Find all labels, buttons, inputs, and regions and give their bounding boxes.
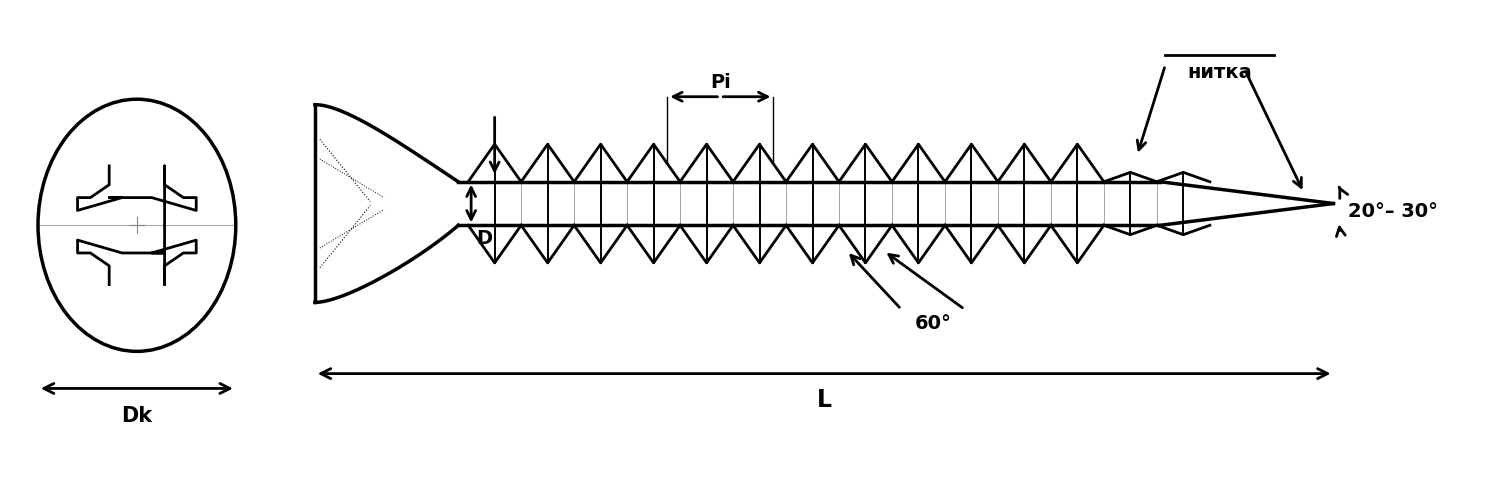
- Text: L: L: [816, 388, 831, 412]
- Text: 60°: 60°: [915, 314, 951, 334]
- Text: нитка: нитка: [1188, 63, 1252, 82]
- Text: Pi: Pi: [710, 73, 730, 92]
- Text: D: D: [476, 229, 492, 248]
- Text: 20°– 30°: 20°– 30°: [1348, 202, 1438, 221]
- Text: Dk: Dk: [122, 406, 153, 426]
